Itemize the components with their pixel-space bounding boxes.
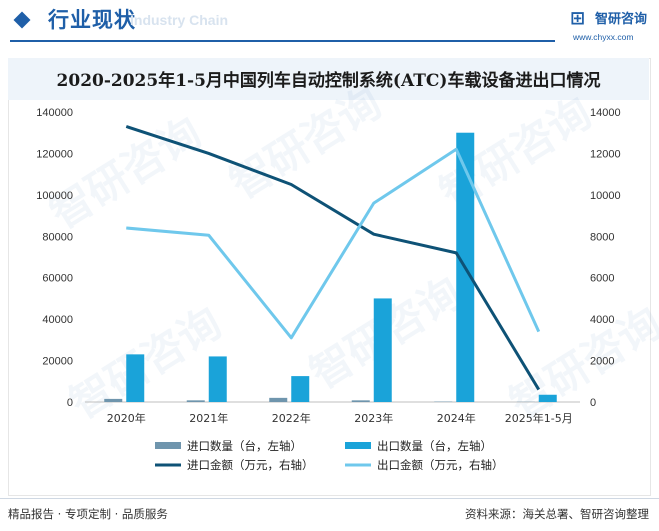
left-axis-tick-label: 140000: [36, 107, 73, 119]
legend-label: 进口金额（万元，右轴）: [187, 458, 314, 472]
left-axis-tick-label: 120000: [36, 148, 73, 160]
right-axis-tick-label: 6000: [590, 273, 614, 285]
left-axis-tick-label: 60000: [42, 273, 73, 285]
x-axis-tick-label: 2025年1-5月: [505, 411, 573, 425]
bar-import-qty: [104, 399, 122, 402]
bar-export-qty: [126, 354, 144, 402]
right-axis-tick-label: 14000: [590, 107, 621, 119]
right-axis-tick-label: 10000: [590, 190, 621, 202]
line-export-amount: [126, 149, 539, 337]
footer-tagline: 精品报告 · 专项定制 · 品质服务: [8, 506, 168, 522]
x-axis-tick-label: 2022年: [272, 411, 311, 425]
bar-export-qty: [291, 376, 309, 402]
legend-swatch: [345, 442, 371, 449]
bar-export-qty: [539, 395, 557, 402]
bar-import-qty: [187, 400, 205, 402]
left-axis-tick-label: 80000: [42, 231, 73, 243]
page-footer: 精品报告 · 专项定制 · 品质服务 资料来源：海关总署、智研咨询整理: [0, 498, 659, 531]
x-axis-tick-label: 2021年: [189, 411, 228, 425]
bar-export-qty: [374, 298, 392, 402]
bar-export-qty: [209, 356, 227, 402]
legend-label: 出口数量（台，左轴）: [377, 439, 492, 453]
right-axis-tick-label: 4000: [590, 314, 614, 326]
legend-label: 进口数量（台，左轴）: [187, 439, 302, 453]
x-axis-tick-label: 2023年: [354, 411, 393, 425]
left-axis-tick-label: 100000: [36, 190, 73, 202]
line-import-amount: [126, 127, 539, 390]
x-axis-tick-label: 2020年: [107, 411, 146, 425]
footer-source: 资料来源：海关总署、智研咨询整理: [465, 506, 649, 522]
right-axis-tick-label: 2000: [590, 356, 614, 368]
left-axis-tick-label: 40000: [42, 314, 73, 326]
bar-import-qty: [269, 398, 287, 402]
bar-import-qty: [352, 400, 370, 402]
left-axis-tick-label: 0: [67, 397, 73, 409]
legend-label: 出口金额（万元，右轴）: [377, 458, 504, 472]
x-axis-tick-label: 2024年: [437, 411, 476, 425]
chart: 0 20000 40000 60000 80000 100000 120000 140000 0…: [0, 0, 659, 498]
legend-swatch: [155, 442, 181, 449]
right-axis-tick-label: 12000: [590, 148, 621, 160]
right-axis-tick-label: 8000: [590, 231, 614, 243]
left-axis-tick-label: 20000: [42, 356, 73, 368]
right-axis-tick-label: 0: [590, 397, 596, 409]
